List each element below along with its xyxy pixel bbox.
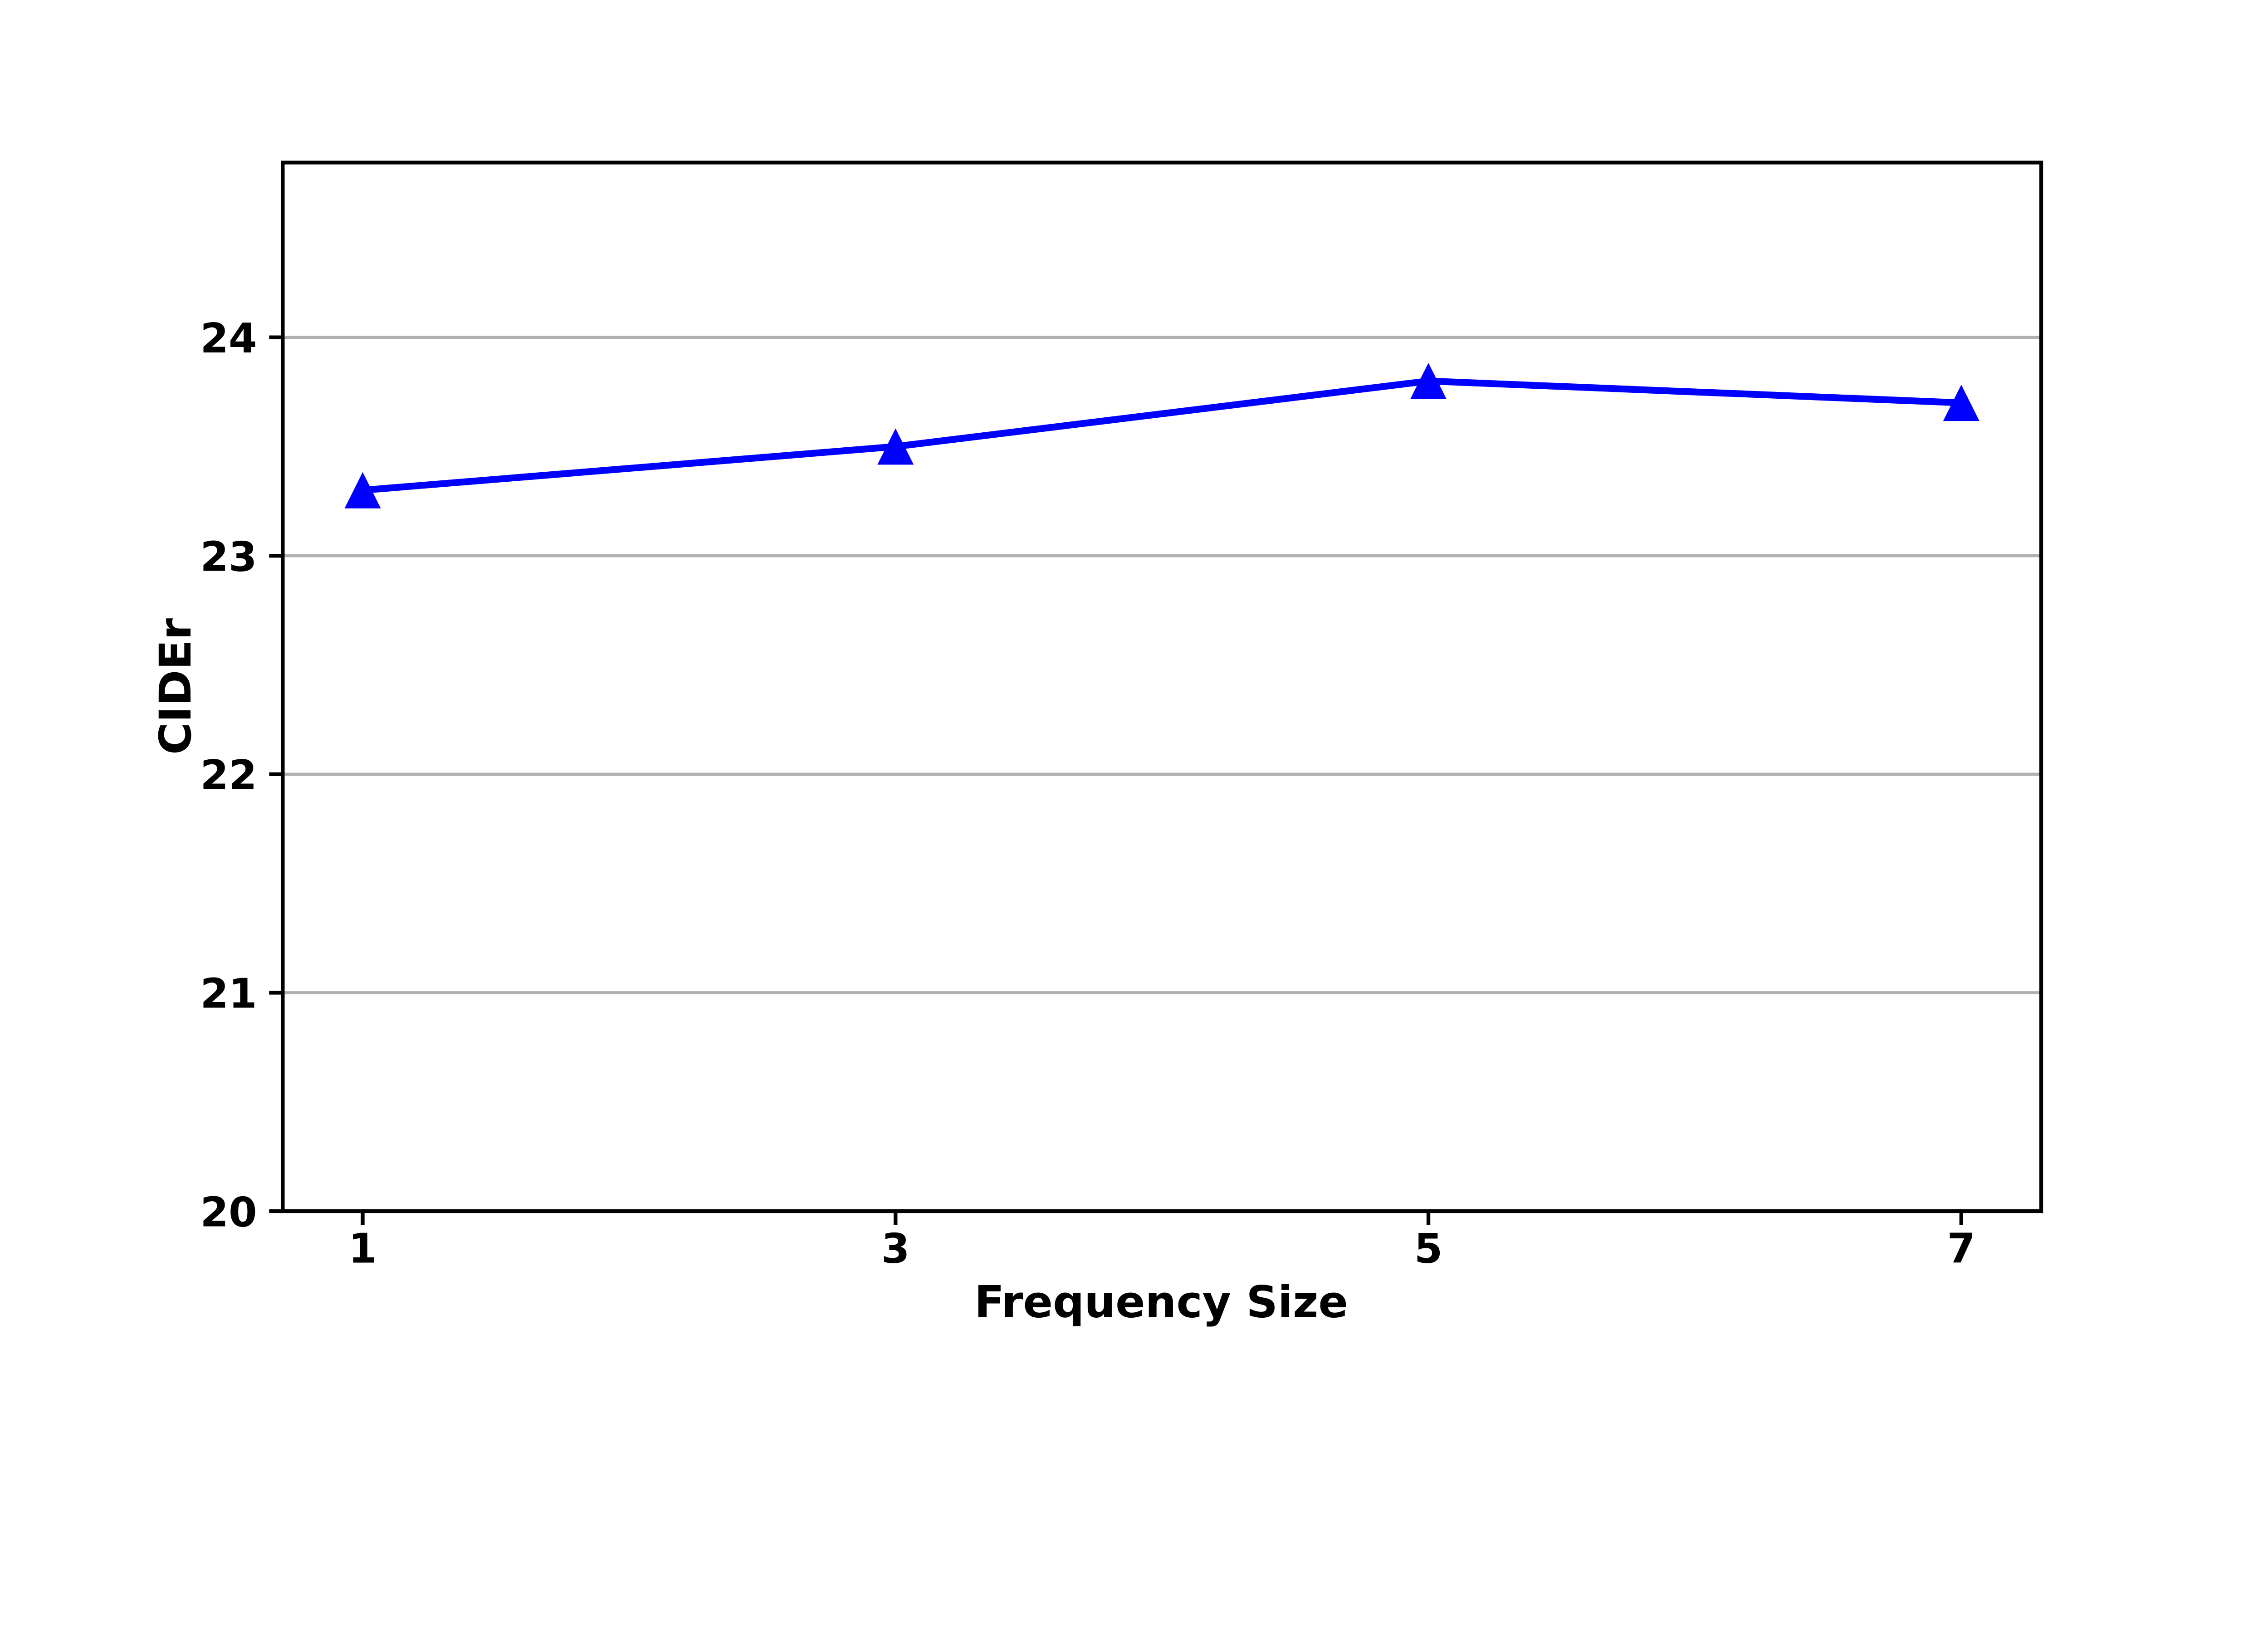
line-chart: 20 21 22 23 24 1 3 5 7 Frequency Size CIDEr — [0, 0, 2268, 1361]
chart-generated: 20 21 22 23 24 1 3 5 7 — [200, 161, 2043, 1272]
figure-background — [0, 0, 2268, 1361]
y-tick-label: 20 — [200, 1188, 257, 1236]
y-tick-label: 24 — [200, 315, 257, 362]
x-tick-label: 7 — [1947, 1225, 1975, 1272]
y-axis-label: CIDEr — [150, 618, 201, 755]
x-tick-label: 5 — [1414, 1225, 1443, 1272]
y-tick-label: 23 — [200, 533, 257, 581]
y-tick-label: 21 — [200, 970, 257, 1018]
data-point-marker — [1943, 385, 1980, 421]
plot-border — [281, 161, 2043, 1213]
x-tick-label: 1 — [348, 1225, 377, 1272]
y-tick-label: 22 — [200, 752, 257, 799]
data-line — [362, 377, 1962, 494]
data-point-marker — [1410, 362, 1447, 399]
data-point-marker — [877, 428, 914, 465]
x-axis-label: Frequency Size — [974, 1276, 1348, 1327]
x-tick-label: 3 — [881, 1225, 910, 1272]
figure: 20 21 22 23 24 1 3 5 7 Frequency Size CIDEr — [0, 0, 2268, 1361]
data-point-marker — [344, 472, 381, 508]
